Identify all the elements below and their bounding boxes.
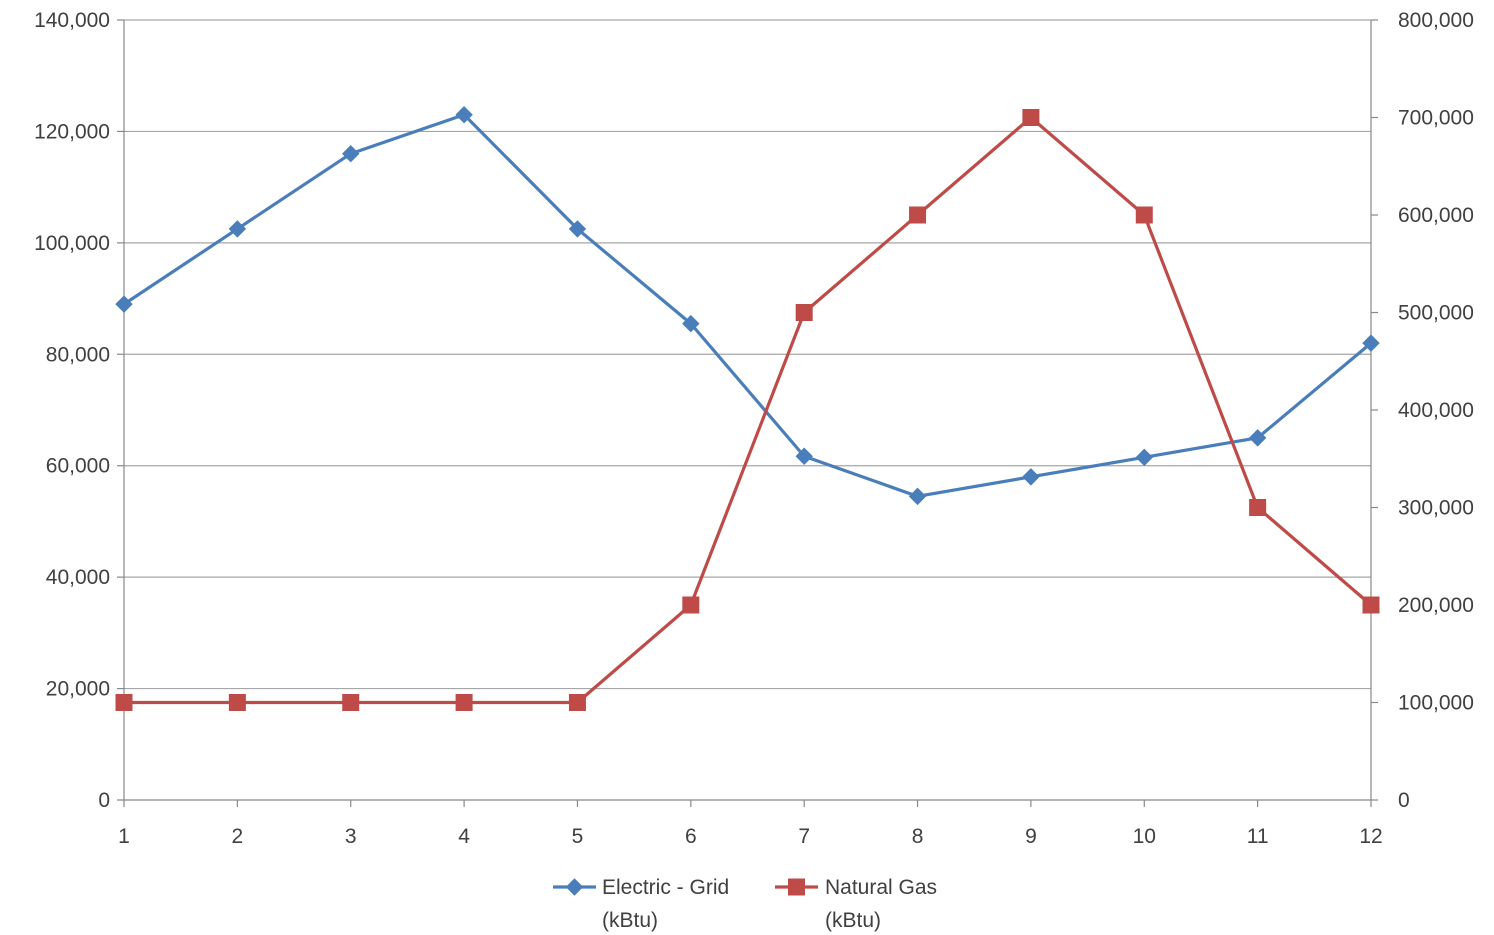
natural-gas-point [342,694,360,711]
x-tick-label: 6 [685,825,697,848]
y-tick-label: 100,000 [34,232,110,255]
x-tick-label: 5 [572,825,584,848]
y2-tick-label: 100,000 [1398,692,1474,715]
legend-label-natural-gas: (kBtu) [825,909,881,932]
series-markers [115,106,1380,711]
y2-tick-label: 600,000 [1398,204,1474,227]
legend-label-electric-grid: (kBtu) [602,909,658,932]
x-tick-label: 11 [1247,825,1269,848]
natural-gas-point [1249,499,1267,516]
legend-label-natural-gas: Natural Gas [825,876,937,899]
gridlines [124,19,1371,690]
electric-grid-point [908,487,927,506]
y-axis-tick-labels: 0 20,000 40,000 60,000 80,000 100,000 120,000 1… [34,9,110,812]
y2-tick-label: 400,000 [1398,399,1474,422]
natural-gas-point [682,596,700,614]
natural-gas-point [228,694,246,711]
y2-tick-label: 500,000 [1398,302,1474,325]
electric-grid-series-line [122,113,1373,498]
x-axis-tick-labels: 1 2 3 4 5 6 7 8 9 10 11 12 [118,825,1383,848]
y-tick-label: 60,000 [46,455,110,478]
y2-tick-label: 300,000 [1398,497,1474,520]
electric-grid-point [1022,468,1040,486]
natural-gas-point [1135,206,1153,224]
electric-grid-point [1135,448,1153,467]
y2-tick-label: 800,000 [1398,9,1474,32]
y-tick-label: 140,000 [34,9,110,32]
electric-grid-point [342,145,360,163]
y2-axis-tick-labels: 0 100,000 200,000 300,000 400,000 500,000 600,… [1398,9,1474,812]
y2-tick-label: 700,000 [1398,107,1474,130]
legend-label-electric-grid: Electric - Grid [602,876,729,899]
natural-gas-point [909,206,927,224]
electric-grid-point [568,220,587,238]
x-tick-label: 4 [458,825,470,848]
x-tick-label: 2 [232,825,244,848]
electric-grid-point [1362,334,1380,352]
legend-marker-electric-grid [565,878,584,896]
x-tick-label: 1 [118,825,130,848]
electric-grid-point [228,220,247,238]
x-tick-label: 8 [912,825,924,848]
y-tick-label: 120,000 [34,120,110,143]
natural-gas-point [115,694,133,711]
x-tick-label: 3 [345,825,357,848]
legend: Electric - Grid (kBtu) Natural Gas (kBtu) [553,876,937,932]
y-tick-label: 20,000 [46,678,110,701]
electric-grid-point [115,295,133,313]
axes [117,19,1378,807]
natural-gas-point [1022,109,1040,126]
natural-gas-point [1362,596,1380,614]
natural-gas-point [795,304,813,321]
natural-gas-series-line [122,115,1373,705]
y-tick-label: 40,000 [46,566,110,589]
x-tick-label: 7 [798,825,810,848]
legend-marker-natural-gas [788,878,805,896]
series-lines [122,113,1373,705]
electric-grid-point [1248,429,1267,447]
x-tick-label: 10 [1133,825,1156,848]
electric-grid-point [682,314,700,333]
electric-grid-point [795,447,813,465]
y-tick-label: 80,000 [46,343,110,366]
x-tick-label: 9 [1025,825,1037,848]
x-tick-label: 12 [1359,825,1382,848]
y2-tick-label: 200,000 [1398,594,1474,617]
y-tick-label: 0 [98,789,110,812]
y2-tick-label: 0 [1398,789,1410,812]
natural-gas-point [455,694,473,711]
natural-gas-point [568,694,586,711]
electric-grid-point [455,106,473,124]
